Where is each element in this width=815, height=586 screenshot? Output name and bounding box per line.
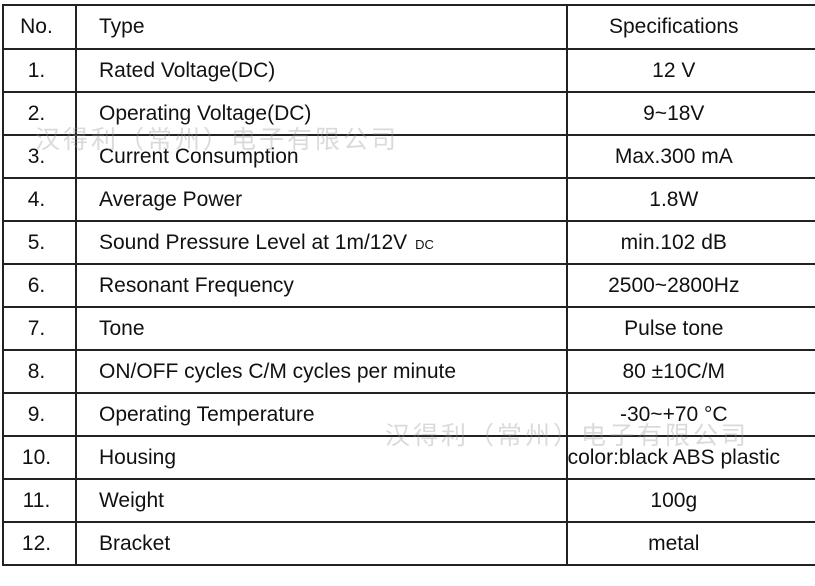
row-spec: Pulse tone	[565, 306, 815, 351]
row-number: 11.	[2, 478, 77, 523]
header-type: Type	[74, 4, 568, 50]
row-spec: 1.8W	[565, 177, 815, 222]
header-no: No.	[2, 4, 77, 50]
row-number: 12.	[2, 521, 77, 566]
row-type-label: Average Power	[98, 187, 243, 211]
row-type-label: Bracket	[98, 531, 171, 555]
row-type: Average Power	[74, 177, 568, 222]
row-number: 4.	[2, 177, 77, 222]
row-spec: 100g	[565, 478, 815, 523]
row-type: Rated Voltage(DC)	[74, 48, 568, 93]
row-type: Bracket	[74, 521, 568, 566]
table-row: 11. Weight 100g	[2, 478, 815, 523]
table-row: 6. Resonant Frequency 2500~2800Hz	[2, 263, 815, 308]
row-type-label: Operating Temperature	[98, 402, 315, 426]
row-number: 3.	[2, 134, 77, 179]
table-row: 12. Bracket metal	[2, 521, 815, 566]
row-type-suffix: DC	[415, 236, 434, 252]
row-number: 10.	[2, 435, 77, 480]
row-type-label: Tone	[98, 316, 145, 340]
row-type-label: Resonant Frequency	[98, 273, 294, 297]
table-row: 10. Housing color:black ABS plastic	[2, 435, 815, 480]
header-spec: Specifications	[565, 4, 815, 50]
table-row: 8. ON/OFF cycles C/M cycles per minute 8…	[2, 349, 815, 394]
table-row: 3. Current Consumption Max.300 mA	[2, 134, 815, 179]
specifications-table: No. Type Specifications 1. Rated Voltage…	[2, 4, 815, 566]
table-row: 9. Operating Temperature -30~+70 °C	[2, 392, 815, 437]
row-type: Tone	[74, 306, 568, 351]
row-type-label: ON/OFF cycles C/M cycles per minute	[98, 359, 457, 383]
row-spec: 9~18V	[565, 91, 815, 136]
table-row: 5. Sound Pressure Level at 1m/12V DC min.…	[2, 220, 815, 265]
row-spec: -30~+70 °C	[565, 392, 815, 437]
row-spec: metal	[565, 521, 815, 566]
row-spec: min.102 dB	[565, 220, 815, 265]
row-type: Operating Voltage(DC)	[74, 91, 568, 136]
row-type: Housing	[74, 435, 568, 480]
table-row: 7. Tone Pulse tone	[2, 306, 815, 351]
table-row: 1. Rated Voltage(DC) 12 V	[2, 48, 815, 93]
row-number: 6.	[2, 263, 77, 308]
row-type-label: Housing	[98, 445, 177, 469]
row-spec: 2500~2800Hz	[565, 263, 815, 308]
row-number: 5.	[2, 220, 77, 265]
row-number: 2.	[2, 91, 77, 136]
row-spec: 12 V	[565, 48, 815, 93]
row-type-label: Current Consumption	[98, 144, 299, 168]
row-spec: color:black ABS plastic	[565, 435, 815, 480]
row-type-label: Operating Voltage(DC)	[98, 101, 312, 125]
row-number: 7.	[2, 306, 77, 351]
row-type: Resonant Frequency	[74, 263, 568, 308]
row-type-label: Sound Pressure Level at 1m/12V	[98, 230, 408, 254]
row-number: 9.	[2, 392, 77, 437]
row-type-label: Weight	[98, 488, 164, 512]
row-number: 8.	[2, 349, 77, 394]
row-number: 1.	[2, 48, 77, 93]
row-spec: Max.300 mA	[565, 134, 815, 179]
table-row: 4. Average Power 1.8W	[2, 177, 815, 222]
row-type: Current Consumption	[74, 134, 568, 179]
row-type: Weight	[74, 478, 568, 523]
row-spec: 80 ±10C/M	[565, 349, 815, 394]
row-type: Operating Temperature	[74, 392, 568, 437]
table-header: No. Type Specifications	[2, 4, 815, 50]
row-type-label: Rated Voltage(DC)	[98, 58, 276, 82]
row-type: Sound Pressure Level at 1m/12V DC	[74, 220, 568, 265]
row-type: ON/OFF cycles C/M cycles per minute	[74, 349, 568, 394]
table-row: 2. Operating Voltage(DC) 9~18V	[2, 91, 815, 136]
